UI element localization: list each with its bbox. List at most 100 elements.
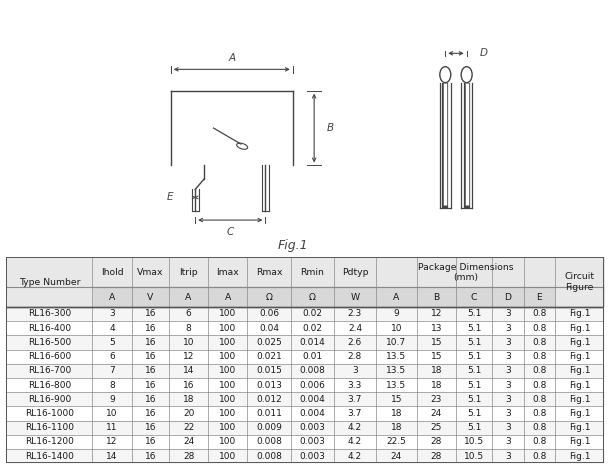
Text: 5.1: 5.1	[467, 352, 481, 361]
Text: 25: 25	[431, 423, 442, 432]
Text: 5.1: 5.1	[467, 324, 481, 333]
Text: 5.1: 5.1	[467, 338, 481, 347]
Text: 0.003: 0.003	[300, 438, 326, 446]
Text: Fig.1: Fig.1	[569, 352, 590, 361]
Text: 100: 100	[219, 309, 236, 318]
Text: 2.6: 2.6	[348, 338, 362, 347]
Text: 0.04: 0.04	[259, 324, 279, 333]
Text: RL16-300: RL16-300	[27, 309, 71, 318]
Text: 15: 15	[390, 395, 402, 404]
Text: 13.5: 13.5	[386, 352, 406, 361]
Text: 15: 15	[431, 338, 442, 347]
Text: Fig.1: Fig.1	[569, 423, 590, 432]
Text: 3: 3	[505, 423, 511, 432]
Text: 13: 13	[431, 324, 442, 333]
Text: Fig.1: Fig.1	[569, 324, 590, 333]
Text: 5.1: 5.1	[467, 423, 481, 432]
Text: A: A	[393, 292, 400, 301]
Text: 14: 14	[183, 366, 194, 375]
Text: C: C	[471, 292, 477, 301]
Text: 3: 3	[505, 352, 511, 361]
Text: 6: 6	[185, 309, 192, 318]
Text: 16: 16	[145, 380, 156, 389]
Text: Ω: Ω	[265, 292, 273, 301]
Text: Fig.1: Fig.1	[569, 452, 590, 461]
Text: Pdtyp: Pdtyp	[342, 268, 368, 277]
Text: Itrip: Itrip	[179, 268, 198, 277]
Text: 100: 100	[219, 380, 236, 389]
Text: 10.5: 10.5	[464, 438, 484, 446]
Text: 16: 16	[145, 309, 156, 318]
Text: 0.8: 0.8	[532, 395, 547, 404]
Text: 7: 7	[109, 366, 115, 375]
Text: 100: 100	[219, 423, 236, 432]
Text: B: B	[326, 123, 334, 133]
Text: 9: 9	[109, 395, 115, 404]
Text: 0.8: 0.8	[532, 452, 547, 461]
Text: RL16-600: RL16-600	[27, 352, 71, 361]
Text: RL16-1000: RL16-1000	[25, 409, 74, 418]
Text: 12: 12	[183, 352, 194, 361]
Text: 0.011: 0.011	[256, 409, 282, 418]
Text: 3: 3	[109, 309, 115, 318]
Text: 18: 18	[183, 395, 195, 404]
Text: 0.004: 0.004	[300, 395, 325, 404]
Text: 0.006: 0.006	[300, 380, 326, 389]
Text: RL16-1400: RL16-1400	[25, 452, 74, 461]
Text: 16: 16	[183, 380, 195, 389]
Text: 12: 12	[106, 438, 118, 446]
Text: 3: 3	[505, 309, 511, 318]
Text: 0.8: 0.8	[532, 352, 547, 361]
Text: E: E	[167, 192, 173, 202]
Text: 100: 100	[219, 409, 236, 418]
Ellipse shape	[440, 66, 451, 83]
Text: 0.008: 0.008	[256, 452, 282, 461]
Text: 3.3: 3.3	[348, 380, 362, 389]
Text: B: B	[433, 292, 440, 301]
Text: RL16-800: RL16-800	[27, 380, 71, 389]
Text: 3: 3	[505, 438, 511, 446]
Text: Fig.1: Fig.1	[278, 239, 308, 252]
Text: Imax: Imax	[217, 268, 239, 277]
Text: A: A	[185, 292, 192, 301]
Text: 18: 18	[390, 423, 402, 432]
Text: 100: 100	[219, 366, 236, 375]
Text: E: E	[536, 292, 542, 301]
Text: 5.1: 5.1	[467, 309, 481, 318]
Text: 16: 16	[145, 352, 156, 361]
Text: 0.012: 0.012	[256, 395, 282, 404]
Text: 0.008: 0.008	[300, 366, 326, 375]
Text: 2.8: 2.8	[348, 352, 362, 361]
Text: 3: 3	[505, 324, 511, 333]
Text: 16: 16	[145, 324, 156, 333]
Text: 18: 18	[390, 409, 402, 418]
Text: 10: 10	[390, 324, 402, 333]
Text: A: A	[224, 292, 231, 301]
Text: Type Number: Type Number	[18, 278, 80, 286]
Text: 0.02: 0.02	[303, 324, 323, 333]
Text: 16: 16	[145, 409, 156, 418]
Text: Rmax: Rmax	[256, 268, 282, 277]
Text: Fig.1: Fig.1	[569, 395, 590, 404]
Text: 0.014: 0.014	[300, 338, 325, 347]
Text: 5.1: 5.1	[467, 380, 481, 389]
Text: 0.8: 0.8	[532, 409, 547, 418]
Text: 0.06: 0.06	[259, 309, 279, 318]
Text: RL16-400: RL16-400	[27, 324, 71, 333]
Text: Fig.1: Fig.1	[569, 438, 590, 446]
Text: 5.1: 5.1	[467, 409, 481, 418]
Text: Fig.1: Fig.1	[569, 366, 590, 375]
Text: D: D	[480, 48, 488, 58]
Text: 0.8: 0.8	[532, 438, 547, 446]
Text: 16: 16	[145, 452, 156, 461]
Text: RL16-1100: RL16-1100	[25, 423, 74, 432]
Text: 5.1: 5.1	[467, 395, 481, 404]
Text: 3: 3	[352, 366, 358, 375]
Text: 3: 3	[505, 366, 511, 375]
Text: 10.5: 10.5	[464, 452, 484, 461]
Text: 100: 100	[219, 338, 236, 347]
Text: D: D	[504, 292, 511, 301]
Text: Fig.1: Fig.1	[569, 338, 590, 347]
Text: Rmin: Rmin	[301, 268, 325, 277]
Text: Fig.1: Fig.1	[569, 380, 590, 389]
